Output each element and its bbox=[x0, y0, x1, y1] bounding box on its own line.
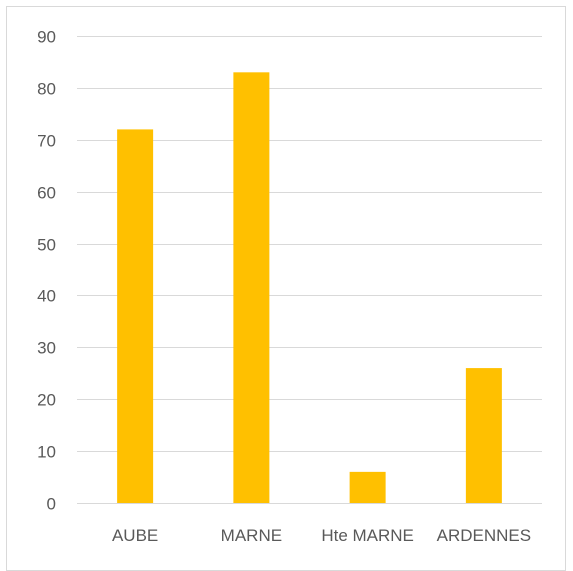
bar-aube bbox=[117, 129, 154, 503]
y-tick-label-60: 60 bbox=[37, 184, 56, 203]
x-category-label-marne: MARNE bbox=[221, 526, 282, 545]
bar-ardennes bbox=[465, 368, 502, 503]
x-category-label-aube: AUBE bbox=[112, 526, 158, 545]
y-tick-label-50: 50 bbox=[37, 236, 56, 255]
y-tick-label-10: 10 bbox=[37, 443, 56, 462]
y-tick-label-40: 40 bbox=[37, 287, 56, 306]
x-category-label-ardennes: ARDENNES bbox=[437, 526, 531, 545]
bar-marne bbox=[233, 72, 270, 504]
bars bbox=[117, 72, 502, 504]
x-category-label-hte-marne: Hte MARNE bbox=[321, 526, 414, 545]
y-tick-label-0: 0 bbox=[47, 495, 56, 514]
y-axis-ticks: 0 10 20 30 40 50 60 70 80 90 bbox=[37, 28, 56, 514]
y-tick-label-80: 80 bbox=[37, 80, 56, 99]
y-tick-label-20: 20 bbox=[37, 391, 56, 410]
x-axis-categories: AUBE MARNE Hte MARNE ARDENNES bbox=[112, 526, 531, 545]
y-tick-label-30: 30 bbox=[37, 339, 56, 358]
gridlines bbox=[77, 36, 542, 504]
y-tick-label-90: 90 bbox=[37, 28, 56, 47]
y-tick-label-70: 70 bbox=[37, 132, 56, 151]
bar-hte-marne bbox=[349, 471, 386, 503]
